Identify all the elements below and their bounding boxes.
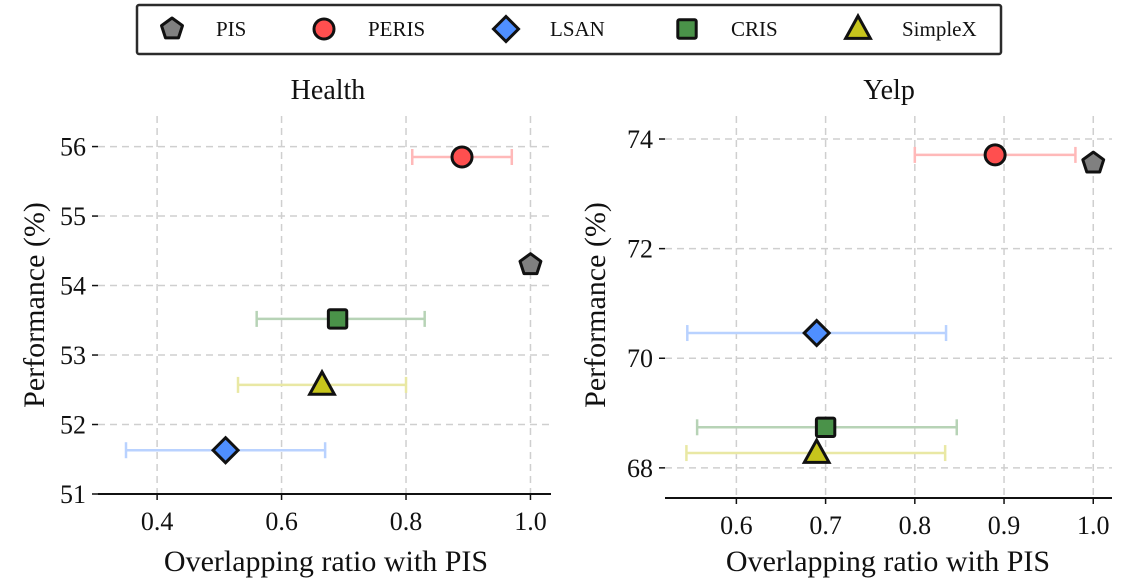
legend-label-cris: CRIS <box>731 17 778 41</box>
health-panel: Health Overlapping ratio with PIS Perfor… <box>18 75 551 578</box>
health-point-lsan <box>124 435 327 465</box>
triangle-marker <box>801 436 832 464</box>
y-tick-label: 74 <box>627 125 653 154</box>
y-tick-label: 56 <box>60 133 86 162</box>
yelp-y-axis-label: Performance (%) <box>579 202 612 408</box>
yelp-panel: Yelp Overlapping ratio with PIS Performa… <box>579 75 1112 578</box>
legend-frame <box>135 3 1003 56</box>
x-tick-label: 0.9 <box>988 511 1021 540</box>
yelp-x-axis-label: Overlapping ratio with PIS <box>726 545 1050 578</box>
x-tick-label: 0.6 <box>265 507 298 536</box>
pentagon-marker <box>518 252 543 276</box>
pentagon-marker <box>1081 150 1106 174</box>
legend-item-lsan: LSAN <box>491 14 605 44</box>
x-tick-label: 0.6 <box>720 511 753 540</box>
triangle-marker-icon <box>843 12 873 40</box>
pentagon-marker-icon <box>160 16 184 40</box>
legend-label-pis: PIS <box>216 17 246 41</box>
x-tick-label: 0.8 <box>390 507 423 536</box>
x-tick-label: 0.4 <box>141 507 174 536</box>
y-tick-label: 72 <box>627 235 653 264</box>
yelp-grid <box>665 116 1112 498</box>
yelp-point-pis <box>1081 150 1106 174</box>
yelp-point-lsan <box>686 318 948 348</box>
x-tick-label: 0.7 <box>809 511 842 540</box>
yelp-point-cris <box>695 416 959 438</box>
health-point-cris <box>255 308 426 330</box>
y-tick-label: 52 <box>60 411 86 440</box>
legend-item-cris: CRIS <box>676 17 778 41</box>
legend-label-peris: PERIS <box>368 17 425 41</box>
diamond-marker-icon <box>491 14 521 44</box>
circle-marker-icon <box>312 17 336 41</box>
health-x-axis-label: Overlapping ratio with PIS <box>164 545 488 578</box>
diamond-marker <box>802 318 832 348</box>
y-tick-label: 55 <box>60 202 86 231</box>
circle-marker <box>450 145 474 169</box>
health-point-simplex <box>236 368 408 396</box>
circle-marker <box>983 143 1007 167</box>
health-point-peris <box>410 145 514 169</box>
y-tick-label: 51 <box>60 480 86 509</box>
square-marker-icon <box>676 18 698 40</box>
health-y-axis-label: Performance (%) <box>18 202 51 408</box>
x-tick-label: 1.0 <box>1077 511 1110 540</box>
y-tick-label: 70 <box>627 344 653 373</box>
legend: PIS PERIS LSAN CRIS SimpleX <box>135 3 1003 56</box>
health-point-pis <box>518 252 543 276</box>
square-marker <box>326 308 349 330</box>
legend-item-pis: PIS <box>160 16 246 41</box>
square-marker <box>814 416 837 438</box>
legend-label-lsan: LSAN <box>550 17 605 41</box>
health-grid <box>98 116 551 494</box>
y-tick-label: 53 <box>60 341 86 370</box>
legend-label-simplex: SimpleX <box>902 17 977 41</box>
diamond-marker <box>210 435 241 465</box>
x-tick-label: 1.0 <box>514 507 547 536</box>
yelp-title: Yelp <box>863 75 915 106</box>
triangle-marker <box>307 368 337 396</box>
y-tick-label: 54 <box>60 272 86 301</box>
legend-item-peris: PERIS <box>312 17 425 41</box>
health-title: Health <box>291 75 366 106</box>
yelp-point-peris <box>913 143 1077 167</box>
yelp-point-simplex <box>685 436 947 464</box>
legend-item-simplex: SimpleX <box>843 12 977 41</box>
y-tick-label: 68 <box>627 454 653 483</box>
x-tick-label: 0.8 <box>899 511 932 540</box>
